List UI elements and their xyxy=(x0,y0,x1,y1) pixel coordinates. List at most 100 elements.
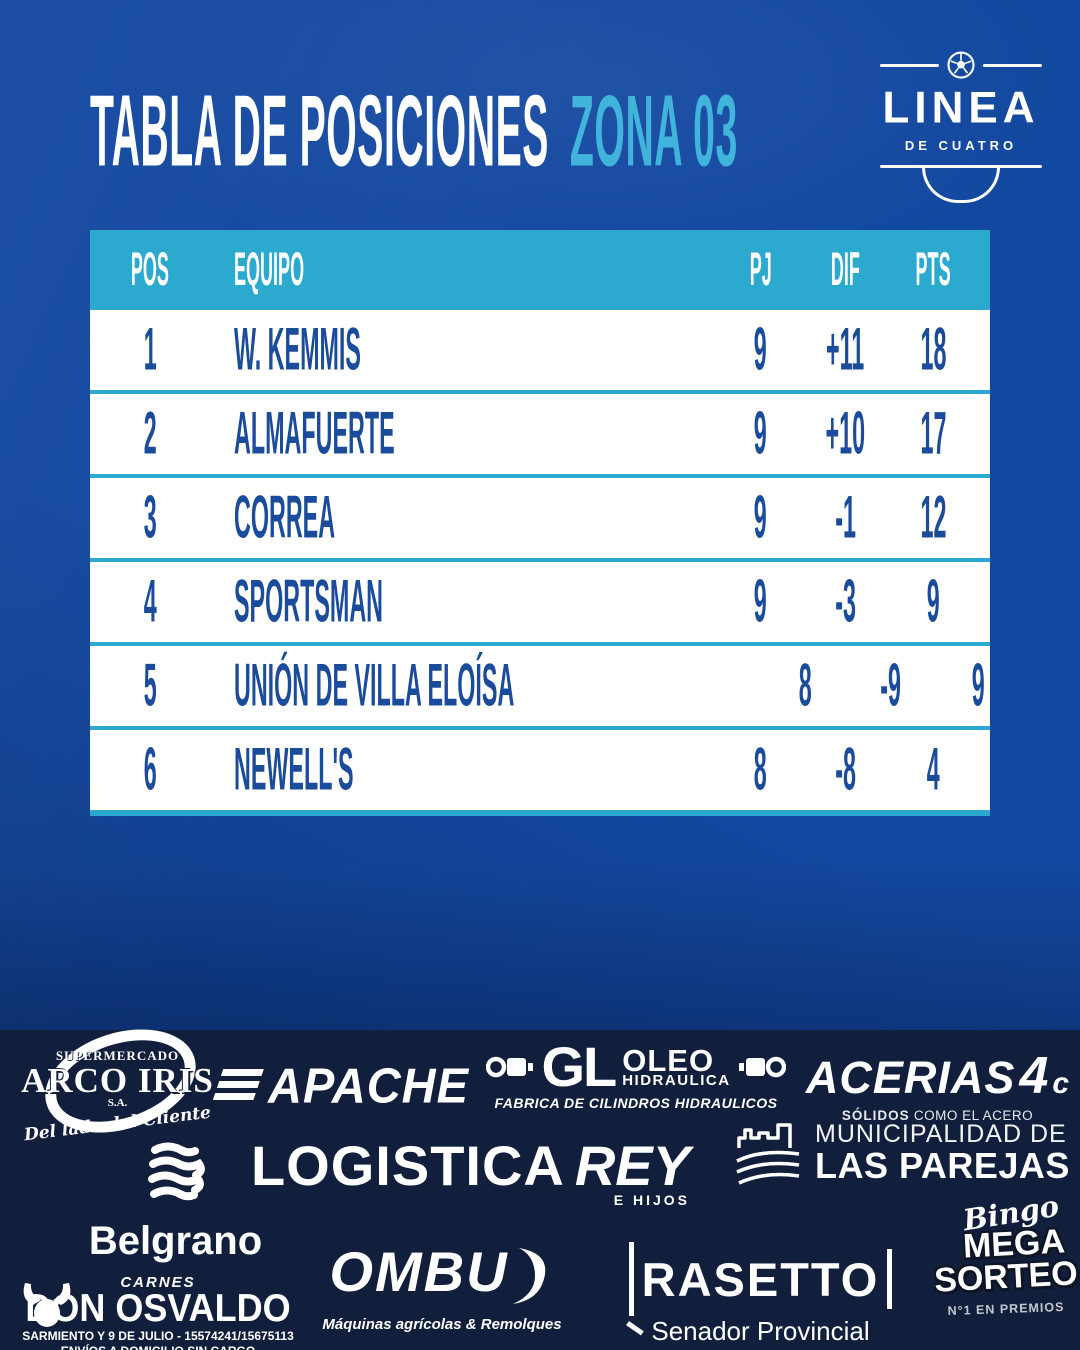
bingo-sorteo-text: SORTEO xyxy=(933,1254,1079,1301)
dif-cell: -3 xyxy=(835,567,856,636)
acerias-c: c xyxy=(1052,1067,1070,1100)
sponsor-belgrano: Belgrano xyxy=(78,1142,273,1264)
table-row: 1 W. KEMMIS 9 +11 18 xyxy=(90,310,990,390)
sponsors-strip: SUPERMERCADO ARCO IRIS S.A. Del lado del… xyxy=(0,1011,1080,1350)
pts-cell: 4 xyxy=(926,735,940,804)
pos-cell: 2 xyxy=(143,399,157,468)
pj-cell: 9 xyxy=(754,567,767,636)
pts-cell: 18 xyxy=(920,315,946,384)
sponsor-logistica-rey: LOGISTICA REY E HIJOS xyxy=(243,1134,698,1209)
arco-iris-top-text: SUPERMERCADO xyxy=(55,1048,180,1063)
apache-speedlines-icon xyxy=(212,1068,264,1103)
rasetto-left-bracket xyxy=(628,1242,634,1316)
table-row: 5 UNIÓN DE VILLA ELOÍSA 8 -9 9 xyxy=(90,642,990,726)
ombu-swoosh-icon xyxy=(512,1248,545,1304)
pj-cell: 9 xyxy=(754,399,767,468)
pos-cell: 6 xyxy=(143,735,157,804)
acerias-name: ACERIAS xyxy=(805,1052,1016,1103)
arco-iris-name: ARCO IRIS xyxy=(21,1061,214,1100)
pts-cell: 17 xyxy=(920,399,946,468)
table-row: 4 SPORTSMAN 9 -3 9 xyxy=(90,558,990,642)
team-cell: NEWELL'S xyxy=(234,735,354,804)
header-pj: PJ xyxy=(749,243,772,297)
table-row: 2 ALMAFUERTE 9 +10 17 xyxy=(90,390,990,474)
header-equipo: EQUIPO xyxy=(234,243,305,297)
ombu-tagline: Máquinas agrícolas & Remolques xyxy=(322,1316,562,1333)
title-text: TABLA DE POSICIONES xyxy=(90,73,549,188)
dif-cell: +11 xyxy=(826,315,865,384)
arco-iris-sa: S.A. xyxy=(107,1097,128,1110)
table-header-row: POS EQUIPO PJ DIF PTS xyxy=(90,230,990,310)
dif-cell: -9 xyxy=(879,651,901,720)
rasetto-title: Senador Provincial xyxy=(651,1316,870,1346)
carnes-text: CARNES xyxy=(120,1274,196,1291)
team-cell: SPORTSMAN xyxy=(234,567,383,636)
pts-cell: 9 xyxy=(926,567,940,636)
gl-tagline: FABRICA DE CILINDROS HIDRAULICOS xyxy=(494,1095,778,1112)
pj-cell: 8 xyxy=(754,735,767,804)
pos-cell: 3 xyxy=(143,483,157,552)
sponsor-municipalidad-las-parejas: MUNICIPALIDAD DE LAS PAREJAS xyxy=(733,1118,1080,1188)
don-osvaldo-name: DON OSVALDO xyxy=(25,1285,291,1330)
city-skyline-icon xyxy=(736,1123,800,1185)
standings-table: POS EQUIPO PJ DIF PTS 1 W. KEMMIS 9 +11 … xyxy=(90,230,990,816)
ombu-name: OMBU xyxy=(329,1240,509,1303)
sponsor-don-osvaldo: CARNES DON OSVALDO SARMIENTO Y 9 DE JULI… xyxy=(22,1274,294,1350)
acerias-four: 4 xyxy=(1019,1047,1049,1105)
header-pts: PTS xyxy=(915,243,951,297)
sponsor-apache: APACHE xyxy=(212,1058,472,1113)
acerias-tagline-rest: COMO EL ACERO xyxy=(913,1108,1034,1123)
header-pos: POS xyxy=(130,243,170,297)
dif-cell: -1 xyxy=(835,483,856,552)
apache-name: APACHE xyxy=(268,1057,469,1114)
belgrano-flag-icon xyxy=(147,1142,205,1201)
sponsor-rasetto: RASETTO Senador Provincial xyxy=(598,1242,923,1347)
pj-cell: 8 xyxy=(798,651,812,720)
pj-cell: 9 xyxy=(754,483,767,552)
pos-cell: 4 xyxy=(143,567,157,636)
sponsor-arco-iris: SUPERMERCADO ARCO IRIS S.A. Del lado del… xyxy=(15,1011,220,1165)
badge-right-line xyxy=(983,63,1042,67)
pj-cell: 9 xyxy=(754,315,767,384)
team-cell: ALMAFUERTE xyxy=(234,399,395,468)
hydraulic-cylinder-left-icon xyxy=(486,1056,534,1078)
pts-cell: 9 xyxy=(971,651,985,720)
hydraulic-cylinder-right-icon xyxy=(738,1056,786,1078)
don-osvaldo-address: SARMIENTO Y 9 DE JULIO - 15574241/156751… xyxy=(22,1329,294,1344)
don-osvaldo-delivery: ENVÍOS A DOMICILIO SIN CARGO xyxy=(22,1344,294,1350)
linea-de-cuatro-logo: LINEA DE CUATRO xyxy=(880,50,1042,209)
gl-letters: GL xyxy=(541,1035,617,1098)
table-row: 3 CORREA 9 -1 12 xyxy=(90,474,990,558)
badge-subtitle: DE CUATRO xyxy=(904,138,1018,153)
soccer-ball-icon xyxy=(947,51,975,79)
municipalidad-line1: MUNICIPALIDAD DE xyxy=(815,1119,1067,1148)
zone-label: ZONA 03 xyxy=(569,73,738,188)
penalty-arc-icon xyxy=(880,165,1042,209)
team-cell: CORREA xyxy=(234,483,336,552)
badge-top-ornament xyxy=(880,50,1042,80)
team-cell: UNIÓN DE VILLA ELOÍSA xyxy=(234,651,515,720)
bull-head-icon xyxy=(23,1283,71,1327)
dif-cell: +10 xyxy=(825,399,866,468)
sponsor-bingo-mega-sorteo: Bingo MEGA SORTEO N°1 EN PREMIOS xyxy=(932,1189,1080,1318)
bingo-tagline: N°1 EN PREMIOS xyxy=(947,1299,1065,1318)
table-row: 6 NEWELL'S 8 -8 4 xyxy=(90,726,990,810)
rasetto-name: RASETTO xyxy=(641,1252,880,1306)
badge-left-line xyxy=(880,63,939,67)
sponsor-ombu: OMBU Máquinas agrícolas & Remolques xyxy=(308,1240,576,1334)
acerias-tagline: SÓLIDOS COMO EL ACERO xyxy=(800,1108,1075,1123)
pts-cell: 12 xyxy=(920,483,946,552)
page-title: TABLA DE POSICIONES ZONA 03 xyxy=(90,80,1080,181)
rey-text: REY xyxy=(574,1134,691,1197)
sponsor-acerias-4c: ACERIAS 4 c SÓLIDOS COMO EL ACERO xyxy=(800,1046,1075,1123)
badge-title: LINEA xyxy=(882,82,1040,133)
table-body: 1 W. KEMMIS 9 +11 18 2 ALMAFUERTE 9 +10 … xyxy=(90,310,990,816)
gl-oleo-text: OLEO xyxy=(622,1042,715,1078)
rasetto-right-bracket xyxy=(887,1249,893,1309)
belgrano-name: Belgrano xyxy=(88,1219,263,1263)
dif-cell: -8 xyxy=(835,735,856,804)
team-cell: W. KEMMIS xyxy=(234,315,361,384)
logistica-text: LOGISTICA xyxy=(250,1134,565,1197)
gl-hidraulica-text: HIDRAULICA xyxy=(622,1072,731,1090)
